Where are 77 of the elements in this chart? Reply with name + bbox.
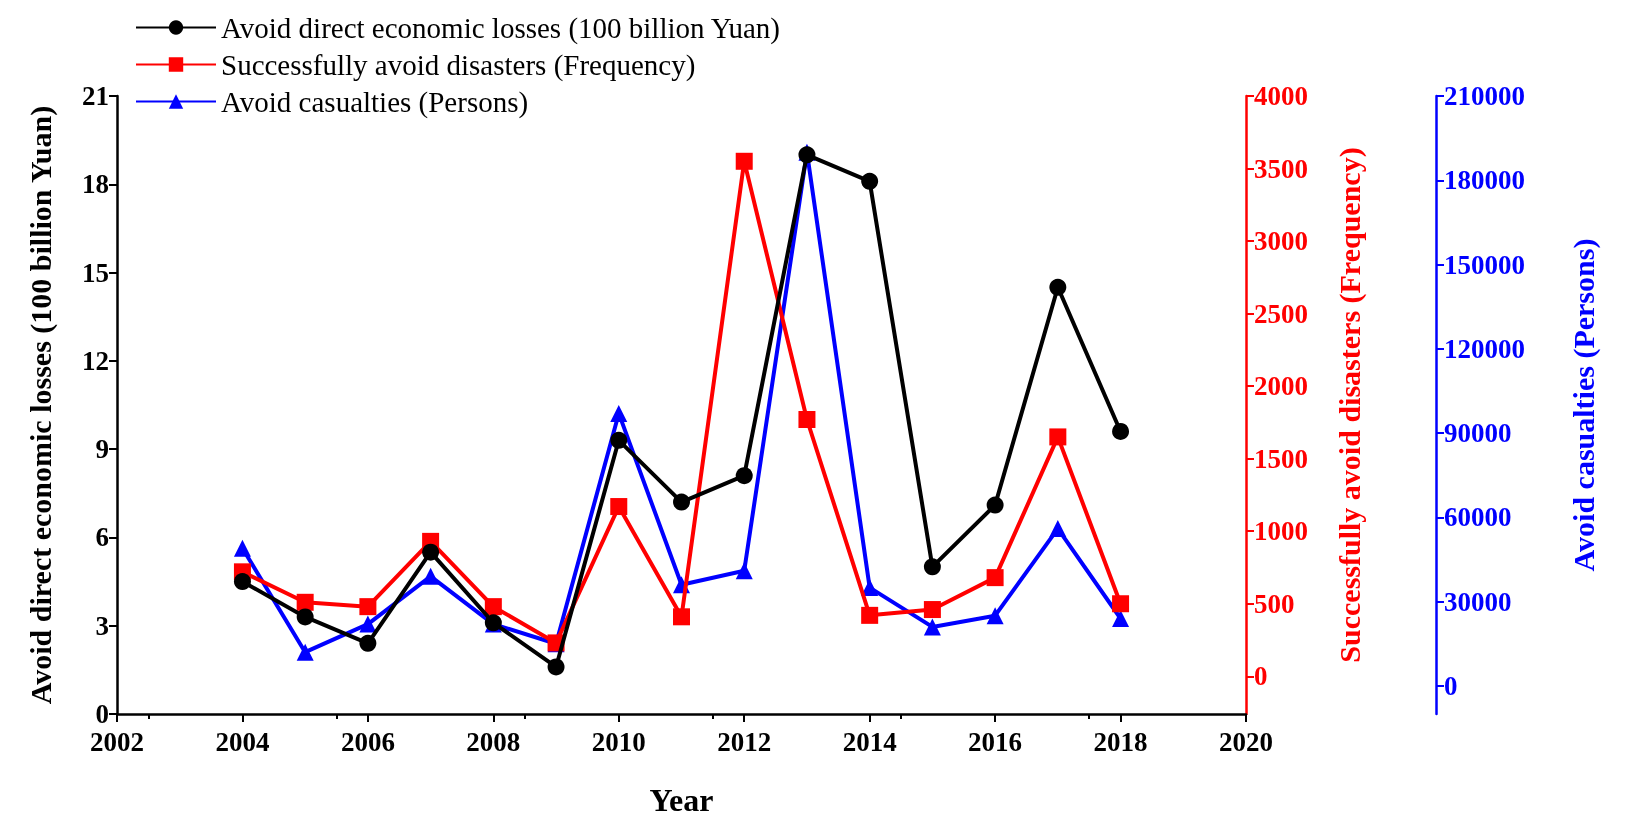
point [296,593,314,611]
legend-label: Successfully avoid disasters (Frequency) [221,48,696,82]
point [923,618,941,636]
x-tick-label: 2008 [466,726,521,757]
point [359,615,377,633]
y2-tick-label: 2500 [1254,298,1308,329]
y3-axis-title: Avoid casualties (Persons) [1566,238,1601,572]
point [798,411,816,429]
y2-axis-title: Successfully avoid disasters (Frequency) [1332,147,1367,663]
point [861,606,879,624]
y3-tick-label: 120000 [1444,333,1525,364]
y-tick-label: 12 [82,345,109,376]
point [296,608,314,626]
x-tick-label: 2020 [1219,726,1273,757]
point [422,543,440,561]
point [986,496,1004,514]
point [1112,595,1130,613]
point [673,493,690,511]
y2-tick-label: 1000 [1254,516,1308,547]
y3-tick-label: 210000 [1444,81,1525,111]
y-tick-label: 15 [82,257,109,288]
y-tick-label: 9 [95,434,109,465]
y-axis-title: Avoid direct economic losses (100 billion Yuan) [23,105,58,705]
point [861,579,879,597]
x-axis-title: Year [649,782,714,818]
y3-tick-label: 60000 [1444,502,1512,533]
y-tick-label: 0 [95,699,109,729]
point [1112,422,1130,440]
point [547,658,565,676]
x-tick-label: 2010 [591,726,646,757]
y2-tick-label: 0 [1254,661,1268,692]
y2-tick-label: 3000 [1254,226,1308,257]
x-tick-label: 2002 [90,726,144,757]
point [359,598,377,616]
y3-tick-label: 180000 [1444,165,1525,196]
x-tick-label: 2004 [215,726,270,757]
point [986,607,1004,625]
point [673,608,690,626]
y2-tick-label: 4000 [1254,81,1308,111]
point [610,498,628,516]
y-tick-label: 18 [82,169,109,200]
point [1049,428,1067,446]
point [422,567,440,585]
y3-tick-label: 90000 [1444,418,1512,449]
point [986,569,1004,587]
point [233,573,251,591]
point [610,404,628,422]
point [923,601,941,619]
point [296,643,314,661]
x-tick-label: 2012 [717,726,772,757]
point [735,152,753,170]
x-tick-label: 2014 [842,726,897,757]
point [233,539,251,557]
y-tick-label: 6 [95,522,109,553]
point [359,634,377,652]
y2-tick-label: 3500 [1254,153,1308,184]
y2-tick-label: 2000 [1254,371,1308,402]
point [861,172,879,190]
point [735,562,753,580]
y2-tick-label: 1500 [1254,443,1308,474]
y-tick-label: 3 [95,610,109,641]
point [923,558,941,576]
legend-label: Avoid casualties (Persons) [221,85,529,119]
y3-tick-label: 0 [1444,670,1458,701]
y2-tick-label: 500 [1254,588,1295,619]
y3-tick-label: 30000 [1444,586,1512,617]
point [1049,520,1067,538]
point [484,598,502,616]
x-tick-label: 2016 [968,726,1023,757]
legend-label: Avoid direct economic losses (100 billion Yuan) [221,11,780,45]
point [610,431,628,449]
point [735,467,753,485]
x-tick-label: 2006 [340,726,395,757]
x-tick-label: 2018 [1093,726,1148,757]
y-tick-label: 21 [82,81,109,111]
y3-tick-label: 150000 [1444,249,1525,280]
point [1049,278,1067,296]
